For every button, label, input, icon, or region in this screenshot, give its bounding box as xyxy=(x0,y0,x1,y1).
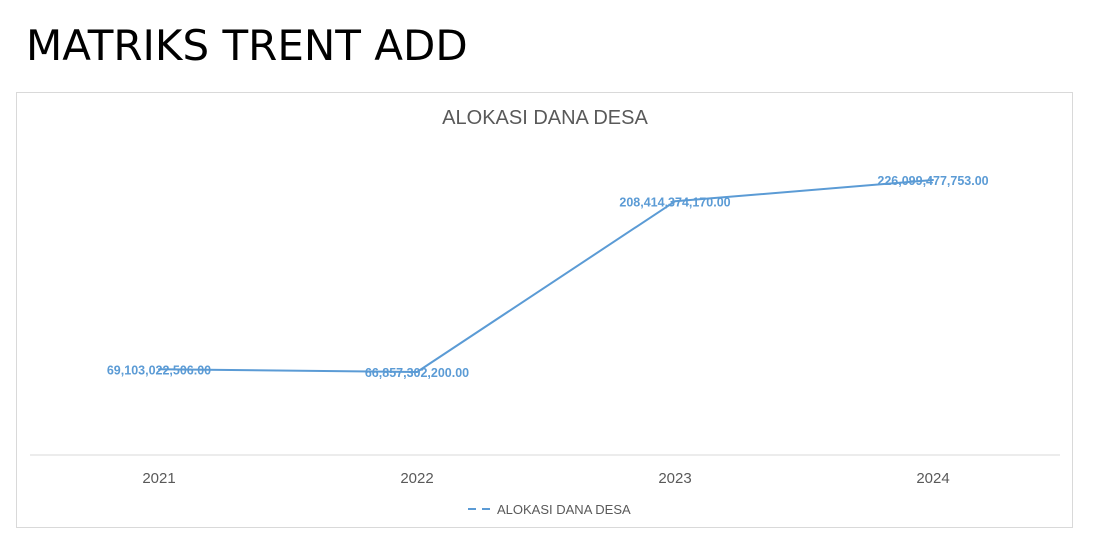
slide-title: MATRIKS TRENT ADD xyxy=(26,21,468,70)
x-tick-label: 2021 xyxy=(142,470,175,487)
legend-label: ALOKASI DANA DESA xyxy=(497,502,631,517)
data-label: 66,857,302,200.00 xyxy=(365,366,469,380)
plot-layer: 69,103,022,506.00 2021 66,857,302,200.00 20… xyxy=(107,174,989,487)
x-tick-label: 2022 xyxy=(400,470,433,487)
x-tick-label: 2024 xyxy=(916,470,949,487)
x-tick-label: 2023 xyxy=(658,470,691,487)
data-point xyxy=(932,179,934,181)
series-line xyxy=(158,179,934,373)
data-point xyxy=(416,371,418,373)
data-label: 69,103,022,506.00 xyxy=(107,363,211,377)
data-label: 226,099,477,753.00 xyxy=(877,174,988,188)
data-label: 208,414,374,170.00 xyxy=(619,195,730,209)
data-point xyxy=(674,200,676,203)
chart-title: ALOKASI DANA DESA xyxy=(442,107,648,129)
legend: ALOKASI DANA DESA xyxy=(468,502,631,517)
data-point xyxy=(158,368,160,371)
